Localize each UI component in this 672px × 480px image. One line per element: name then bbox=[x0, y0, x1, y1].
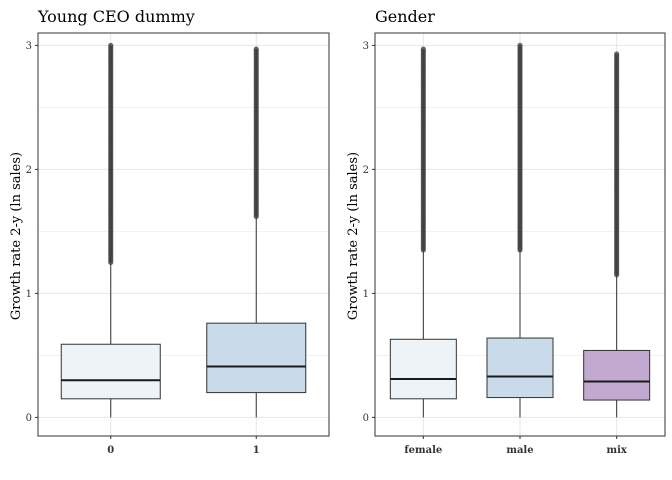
x-tick-label: 1 bbox=[253, 445, 260, 456]
panel-border bbox=[37, 32, 330, 437]
x-tick-label: 0 bbox=[107, 445, 114, 456]
box-iqr bbox=[60, 343, 161, 400]
y-tick-label: 2 bbox=[26, 165, 32, 176]
box-mix bbox=[583, 51, 651, 418]
y-axis-label-young-ceo: Growth rate 2-y (ln sales) bbox=[9, 152, 24, 320]
panel-gender: Gender Growth rate 2-y (ln sales) 0 1 2 3 fe… bbox=[346, 7, 666, 456]
panel-title-young-ceo: Young CEO dummy bbox=[37, 7, 195, 26]
x-tick-label: mix bbox=[606, 445, 627, 456]
outlier-point bbox=[108, 42, 114, 49]
box-iqr bbox=[206, 322, 307, 394]
y-axis-label-gender: Growth rate 2-y (ln sales) bbox=[346, 152, 361, 320]
y-tick-label: 1 bbox=[363, 289, 369, 300]
box-iqr bbox=[486, 337, 554, 399]
x-tick-label: male bbox=[506, 445, 533, 456]
y-tick-label: 3 bbox=[363, 41, 369, 52]
panel-title-gender: Gender bbox=[375, 7, 435, 26]
box-male bbox=[486, 42, 554, 418]
box-0 bbox=[60, 42, 161, 418]
y-tick-label: 0 bbox=[26, 413, 32, 424]
y-tick-label: 3 bbox=[26, 41, 32, 52]
y-tick-label: 2 bbox=[363, 165, 369, 176]
y-tick-label: 1 bbox=[26, 289, 32, 300]
outlier-point bbox=[253, 46, 259, 52]
y-tick-label: 0 bbox=[363, 413, 369, 424]
outlier-point bbox=[517, 42, 523, 49]
box-female bbox=[389, 46, 457, 418]
x-tick-label: female bbox=[404, 445, 442, 456]
panel-young-ceo: Young CEO dummy Growth rate 2-y (ln sale… bbox=[9, 7, 330, 456]
outlier-point bbox=[614, 51, 620, 57]
box-iqr bbox=[389, 338, 457, 400]
box-iqr bbox=[583, 349, 651, 401]
outlier-point bbox=[420, 46, 426, 52]
box-1 bbox=[206, 46, 307, 418]
